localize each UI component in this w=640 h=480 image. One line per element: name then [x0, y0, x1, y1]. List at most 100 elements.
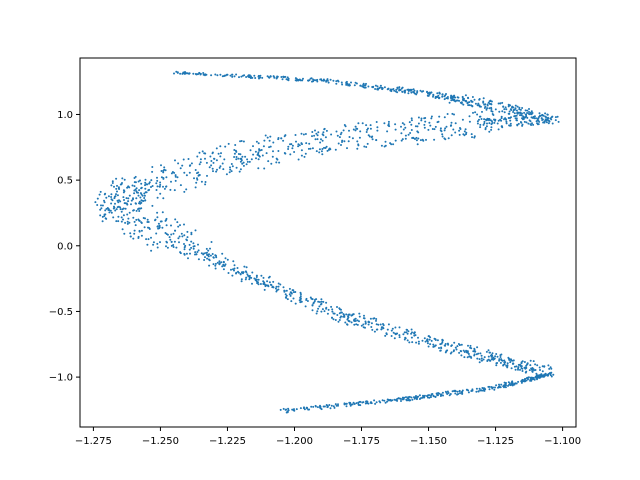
scatter-point [392, 331, 395, 334]
scatter-point [450, 99, 453, 102]
scatter-point [530, 116, 533, 119]
scatter-point [521, 107, 524, 109]
scatter-point [359, 130, 362, 133]
scatter-point [335, 130, 338, 133]
scatter-point [402, 128, 405, 131]
scatter-point [138, 210, 141, 212]
scatter-point [470, 133, 473, 136]
scatter-point [250, 158, 253, 161]
scatter-point [101, 220, 104, 223]
scatter-point [289, 153, 292, 156]
scatter-point [483, 118, 486, 121]
scatter-point [371, 138, 374, 141]
scatter-point [507, 105, 510, 108]
scatter-point [122, 196, 125, 199]
scatter-point [367, 402, 370, 405]
scatter-point [341, 141, 343, 143]
scatter-point [197, 249, 200, 252]
scatter-point [133, 220, 136, 223]
scatter-point [505, 108, 508, 111]
scatter-point [225, 73, 228, 76]
scatter-point [393, 337, 396, 340]
scatter-point [375, 323, 378, 326]
scatter-point [285, 78, 288, 81]
scatter-point [454, 346, 457, 349]
scatter-point [493, 357, 496, 360]
scatter-point [533, 117, 536, 120]
scatter-point [513, 108, 516, 111]
scatter-point [444, 344, 447, 347]
scatter-point [440, 347, 443, 350]
scatter-point [319, 78, 322, 81]
scatter-point [166, 246, 169, 249]
scatter-point [457, 96, 460, 99]
scatter-point [405, 396, 407, 399]
scatter-point [318, 151, 321, 154]
scatter-point [407, 396, 410, 399]
scatter-point [250, 76, 253, 79]
scatter-point [416, 90, 419, 93]
scatter-point [413, 331, 416, 334]
scatter-point [506, 366, 509, 369]
scatter-point [284, 152, 287, 155]
scatter-point [480, 118, 483, 120]
scatter-point [287, 148, 290, 150]
scatter-point [115, 187, 118, 190]
scatter-point [143, 192, 146, 195]
scatter-point [444, 138, 447, 141]
scatter-point [152, 241, 155, 244]
scatter-point [165, 217, 168, 220]
scatter-point [510, 359, 513, 362]
scatter-point [512, 362, 515, 365]
scatter-point [260, 149, 263, 151]
scatter-point [286, 411, 289, 414]
scatter-point [241, 162, 244, 165]
scatter-point [540, 373, 543, 376]
x-tick-label: −1.100 [544, 436, 581, 447]
scatter-point [449, 352, 452, 355]
scatter-point [514, 107, 517, 110]
scatter-point [223, 264, 225, 267]
scatter-point [204, 181, 207, 183]
scatter-point [383, 399, 386, 402]
scatter-point [258, 77, 260, 80]
scatter-point [199, 73, 202, 76]
scatter-point [526, 362, 529, 365]
scatter-point [488, 351, 491, 354]
scatter-point [267, 160, 270, 163]
scatter-point [270, 284, 273, 286]
scatter-point [156, 211, 159, 214]
scatter-point [309, 77, 312, 80]
scatter-point [484, 127, 487, 129]
scatter-point [527, 122, 530, 125]
scatter-point [482, 358, 485, 361]
scatter-point [417, 122, 420, 125]
scatter-point [483, 103, 486, 106]
scatter-point [473, 354, 476, 357]
scatter-point [508, 382, 511, 385]
scatter-point [133, 229, 136, 232]
scatter-point [452, 350, 455, 353]
scatter-point [336, 306, 338, 308]
scatter-point [326, 312, 329, 315]
scatter-point [510, 367, 513, 370]
scatter-point [151, 185, 154, 187]
scatter-point [282, 286, 285, 289]
scatter-point [238, 170, 241, 173]
scatter-point [383, 122, 386, 125]
scatter-point [234, 144, 237, 146]
scatter-point [424, 117, 427, 119]
scatter-point [201, 150, 204, 153]
scatter-point [400, 125, 402, 128]
scatter-point [353, 323, 356, 326]
scatter-point [415, 341, 418, 344]
scatter-point [462, 103, 465, 106]
scatter-point [262, 280, 265, 283]
scatter-point [326, 406, 329, 409]
scatter-point [254, 150, 257, 153]
scatter-point [528, 369, 531, 372]
scatter-point [473, 98, 476, 101]
scatter-point [430, 394, 432, 397]
scatter-point [323, 128, 326, 131]
scatter-point [284, 75, 287, 78]
